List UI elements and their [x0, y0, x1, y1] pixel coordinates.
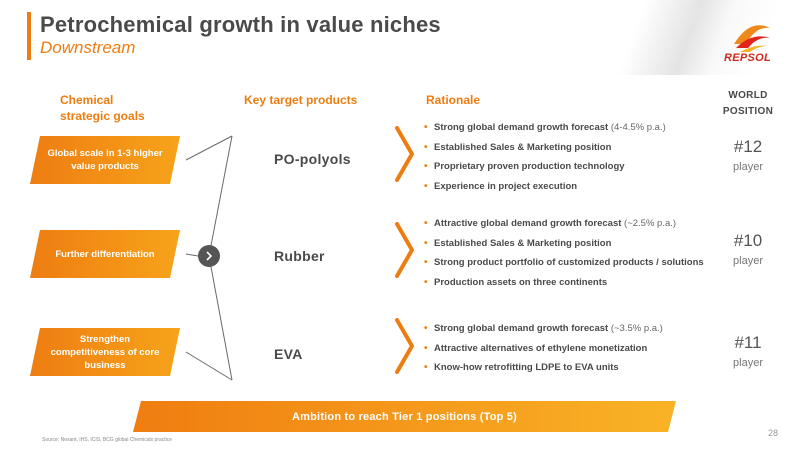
world-heading-line2: POSITION [722, 106, 774, 117]
chevron-right-icon [198, 245, 220, 267]
world-position-1: #12 player [720, 137, 776, 175]
world-heading-line1: WORLD [728, 90, 768, 101]
rationale-list-3: Strong global demand growth forecast (~3… [424, 322, 663, 381]
rationale-item: Attractive global demand growth forecast… [424, 217, 704, 237]
goals-column-heading: Chemical strategic goals [60, 92, 145, 124]
rationale-item: Established Sales & Marketing position [424, 141, 666, 161]
rationale-list-1: Strong global demand growth forecast (4-… [424, 121, 666, 199]
rank-label: player [733, 255, 763, 267]
goal-box-1: Global scale in 1-3 higher value product… [30, 136, 180, 184]
rank-number: #10 [733, 231, 763, 250]
rationale-column-heading: Rationale [426, 93, 481, 107]
rank-number: #11 [734, 333, 762, 352]
rationale-item: Experience in project execution [424, 180, 666, 200]
page-number: 28 [768, 428, 779, 438]
goal-box-3: Strengthen competitiveness of core busin… [30, 328, 180, 376]
goals-heading-line1: Chemical [60, 93, 114, 107]
rationale-item: Strong global demand growth forecast (~3… [424, 322, 663, 342]
rationale-item: Attractive alternatives of ethylene mone… [424, 342, 663, 362]
page-subtitle: Downstream [40, 38, 136, 57]
world-position-3: #11 player [720, 333, 776, 371]
rationale-list-2: Attractive global demand growth forecast… [424, 217, 704, 295]
title-accent-bar [27, 12, 31, 60]
world-position-heading: WORLD POSITION [722, 88, 774, 120]
rank-label: player [733, 161, 763, 173]
product-eva: EVA [274, 346, 303, 362]
product-po-polyols: PO-polyols [274, 151, 351, 167]
rationale-item: Strong global demand growth forecast (4-… [424, 121, 666, 141]
product-rubber: Rubber [274, 248, 325, 264]
rank-number: #12 [733, 137, 763, 156]
rationale-item: Know-how retrofitting LDPE to EVA units [424, 361, 663, 381]
chevron-bracket-icon [395, 222, 414, 278]
rank-label: player [733, 357, 763, 369]
repsol-logo [734, 25, 770, 52]
page-title: Petrochemical growth in value niches [40, 12, 441, 37]
chevron-bracket-icon [395, 318, 414, 374]
goals-heading-line2: strategic goals [60, 109, 145, 123]
ambition-banner: Ambition to reach Tier 1 positions (Top … [133, 401, 676, 432]
products-column-heading: Key target products [244, 93, 358, 107]
rationale-item: Production assets on three continents [424, 276, 704, 296]
source-note: Source: Nexant, IHS, ICIS, BCG global Ch… [42, 437, 173, 443]
rationale-item: Strong product portfolio of customized p… [424, 256, 704, 276]
world-position-2: #10 player [720, 231, 776, 269]
goal-box-2: Further differentiation [30, 230, 180, 278]
logo-wordmark: REPSOL [724, 52, 772, 64]
rationale-item: Established Sales & Marketing position [424, 237, 704, 257]
chevron-bracket-icon [395, 126, 414, 182]
rationale-item: Proprietary proven production technology [424, 160, 666, 180]
